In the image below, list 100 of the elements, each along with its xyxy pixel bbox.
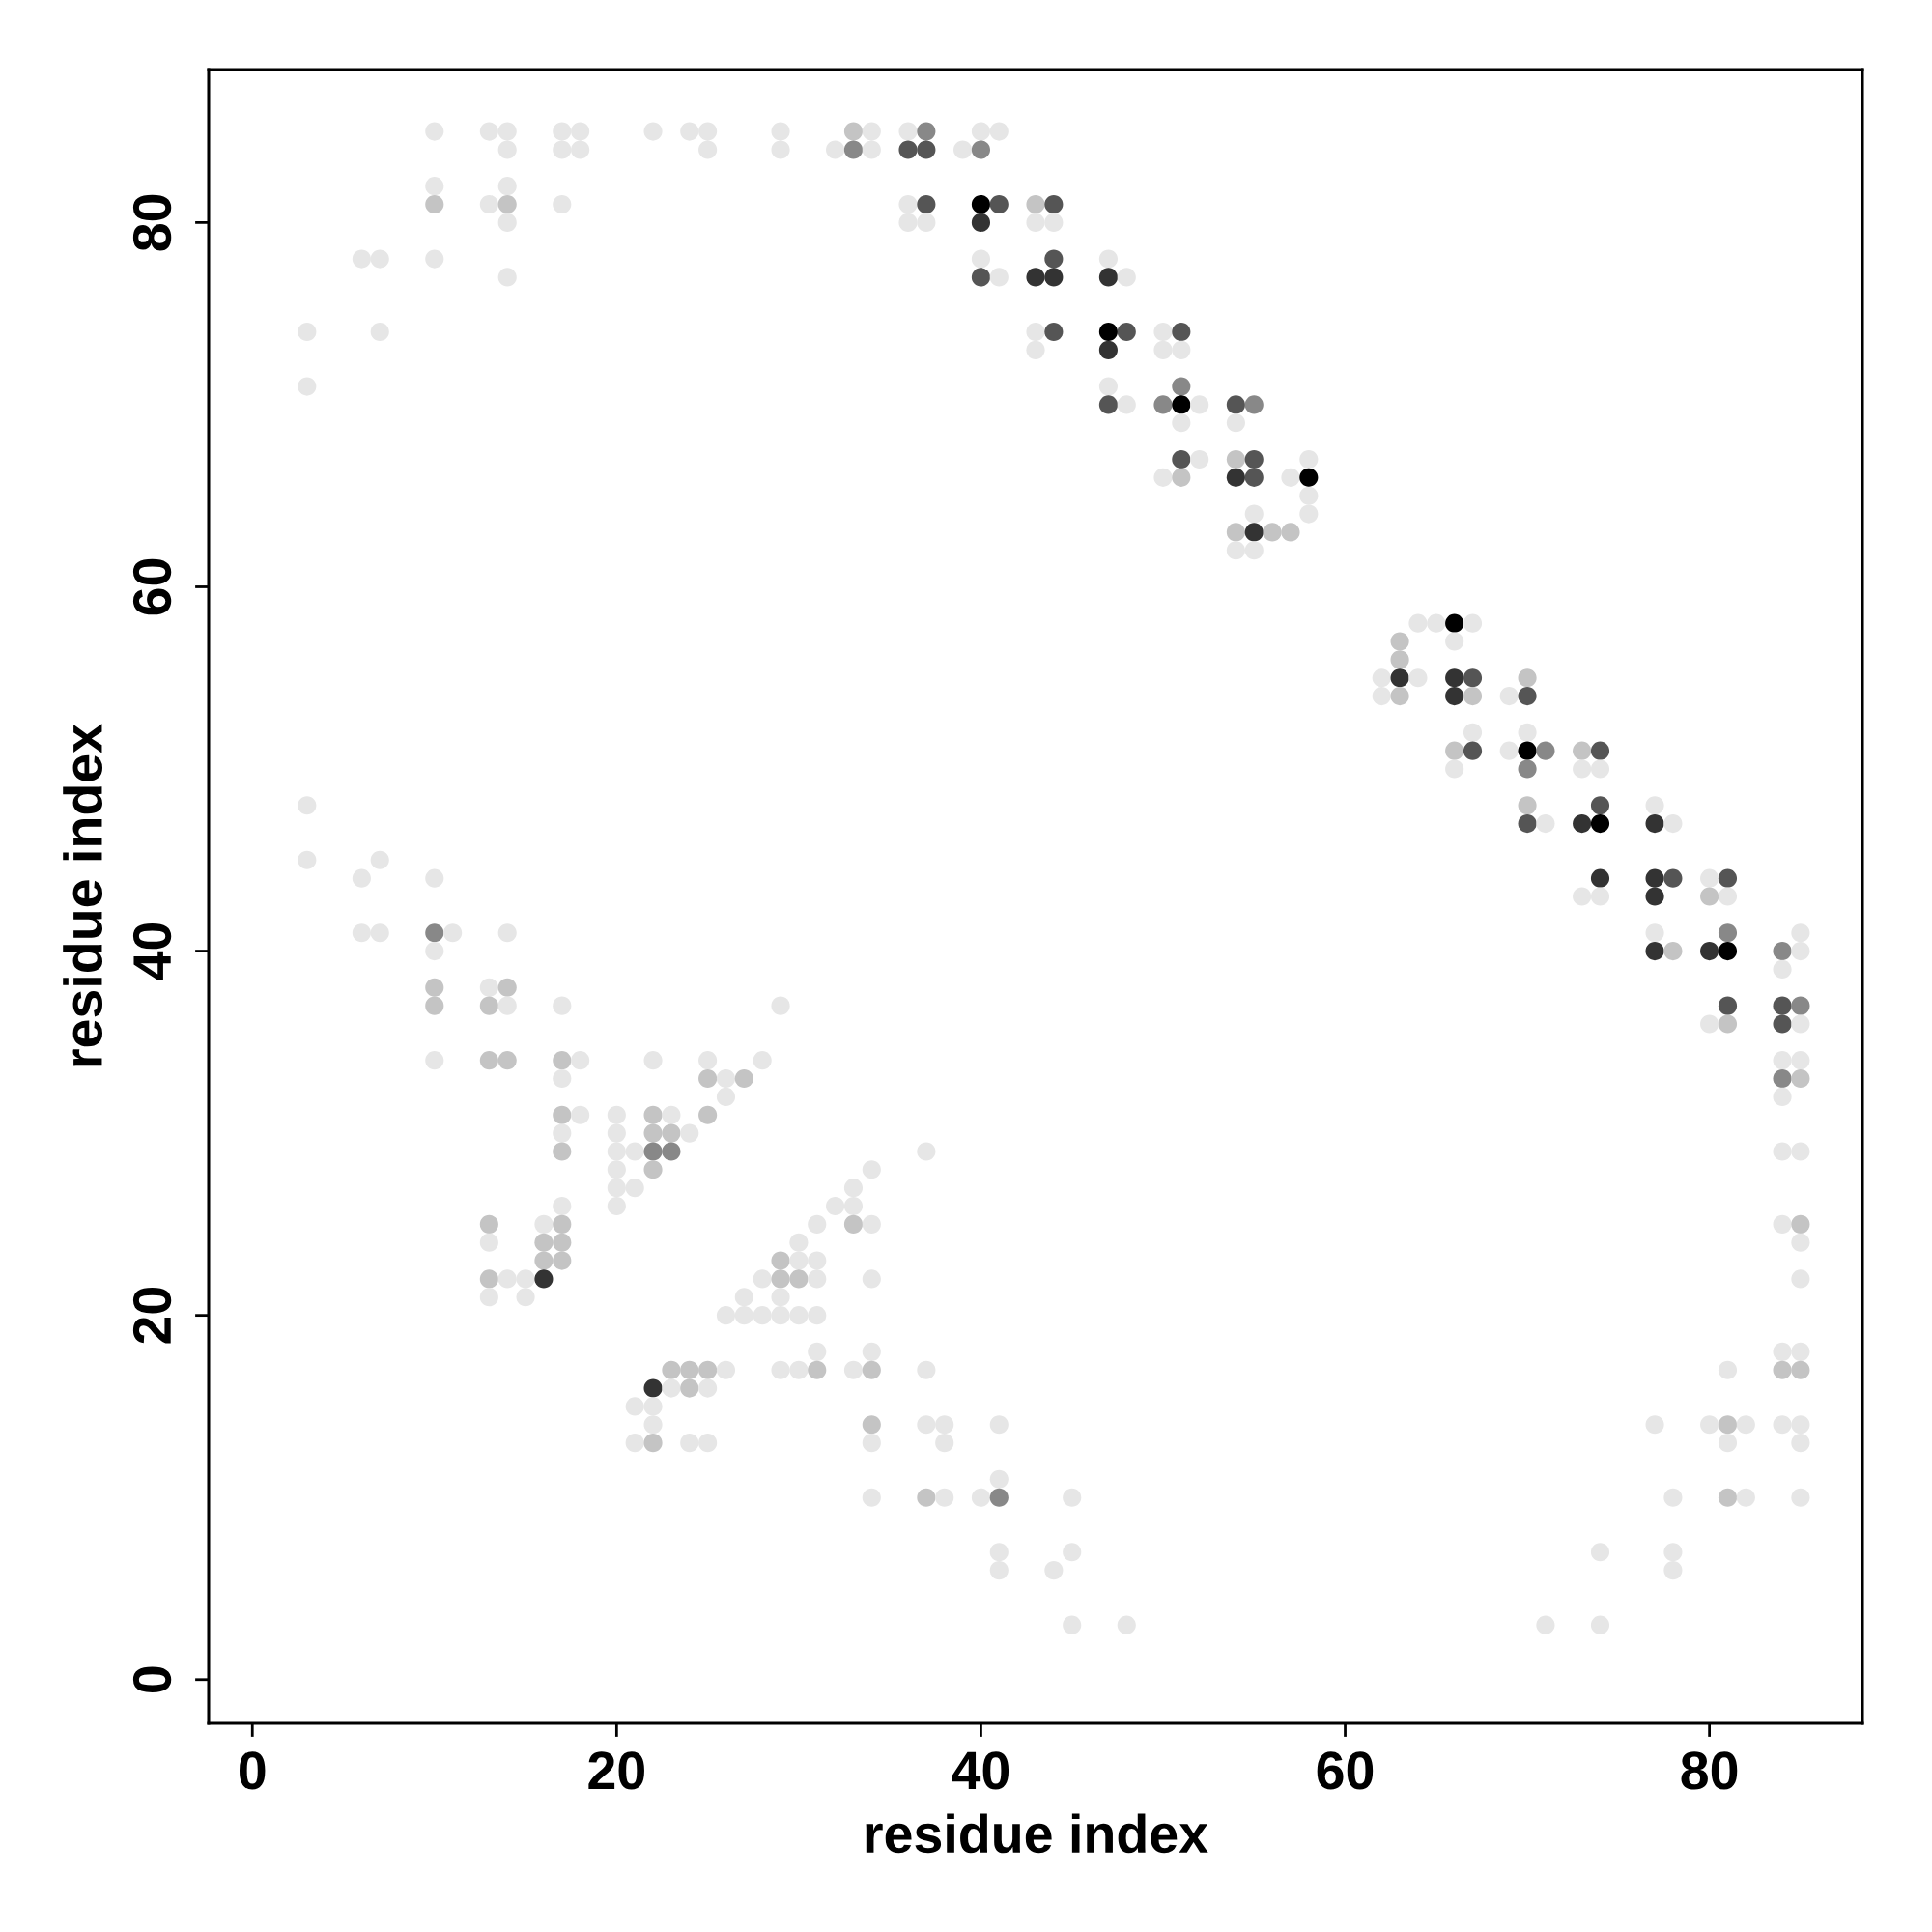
point bbox=[1226, 413, 1245, 433]
point bbox=[680, 122, 699, 141]
point bbox=[497, 177, 517, 196]
point bbox=[1172, 395, 1191, 414]
y-tick-label: 20 bbox=[132, 1288, 172, 1344]
point bbox=[935, 1434, 954, 1453]
point bbox=[826, 140, 845, 159]
point bbox=[479, 122, 498, 141]
point bbox=[497, 1269, 517, 1289]
point bbox=[1663, 1488, 1683, 1507]
point bbox=[625, 1397, 644, 1416]
point bbox=[1700, 1415, 1719, 1435]
point bbox=[553, 996, 572, 1015]
point bbox=[425, 177, 444, 196]
point bbox=[698, 1051, 718, 1070]
point bbox=[989, 1561, 1009, 1580]
point bbox=[1791, 1488, 1810, 1507]
point bbox=[497, 140, 517, 159]
y-tick-label: 40 bbox=[132, 923, 172, 980]
point bbox=[716, 1306, 736, 1325]
point bbox=[553, 1196, 572, 1216]
point bbox=[1518, 723, 1537, 742]
point bbox=[643, 122, 663, 141]
point bbox=[789, 1233, 809, 1252]
point bbox=[989, 1415, 1009, 1435]
point bbox=[1590, 1543, 1610, 1562]
point bbox=[862, 1434, 881, 1453]
point bbox=[1098, 322, 1118, 342]
point bbox=[826, 1196, 845, 1216]
point bbox=[497, 996, 517, 1015]
point bbox=[989, 122, 1009, 141]
point bbox=[571, 1051, 590, 1070]
point bbox=[971, 249, 991, 269]
point bbox=[971, 122, 991, 141]
point bbox=[753, 1269, 772, 1289]
point bbox=[607, 1123, 626, 1143]
point bbox=[1645, 923, 1664, 943]
point bbox=[753, 1306, 772, 1325]
point bbox=[1791, 923, 1810, 943]
point bbox=[1791, 1269, 1810, 1289]
point bbox=[789, 1306, 809, 1325]
point bbox=[1244, 541, 1264, 560]
point bbox=[607, 1142, 626, 1161]
point bbox=[1026, 322, 1045, 342]
point bbox=[497, 978, 517, 997]
point bbox=[680, 1434, 699, 1453]
point bbox=[1153, 322, 1173, 342]
y-tick-label: 0 bbox=[132, 1666, 172, 1692]
point bbox=[1791, 1014, 1810, 1034]
point bbox=[479, 1233, 498, 1252]
point bbox=[1791, 1233, 1810, 1252]
point bbox=[935, 1488, 954, 1507]
point bbox=[808, 1360, 827, 1379]
point bbox=[989, 1543, 1009, 1562]
point bbox=[1773, 1415, 1792, 1435]
point bbox=[843, 1196, 864, 1216]
point bbox=[1117, 1615, 1136, 1634]
point bbox=[698, 1360, 718, 1379]
point bbox=[716, 1087, 736, 1106]
point bbox=[553, 140, 572, 159]
point bbox=[479, 1288, 498, 1307]
point bbox=[1153, 340, 1173, 359]
point bbox=[1736, 1415, 1755, 1435]
point bbox=[1718, 941, 1738, 961]
point bbox=[734, 1288, 753, 1307]
point bbox=[1645, 1415, 1664, 1435]
point bbox=[425, 249, 444, 269]
point bbox=[1026, 213, 1045, 232]
point bbox=[497, 213, 517, 232]
point bbox=[1736, 1488, 1755, 1507]
point bbox=[1408, 613, 1428, 633]
point bbox=[917, 1142, 936, 1161]
point bbox=[1281, 523, 1300, 542]
point bbox=[571, 122, 590, 141]
point bbox=[571, 140, 590, 159]
point bbox=[698, 140, 718, 159]
point bbox=[516, 1288, 535, 1307]
point bbox=[1445, 759, 1464, 779]
point bbox=[1299, 486, 1319, 505]
point bbox=[1700, 868, 1719, 888]
point bbox=[370, 850, 389, 869]
y-tick-label: 60 bbox=[132, 558, 172, 615]
point bbox=[1773, 1087, 1792, 1106]
point bbox=[1791, 1415, 1810, 1435]
point bbox=[734, 1306, 753, 1325]
point bbox=[1518, 741, 1537, 760]
point bbox=[1700, 1014, 1719, 1034]
point bbox=[370, 249, 389, 269]
x-tick-label: 40 bbox=[952, 1751, 1009, 1790]
point bbox=[1791, 1068, 1810, 1089]
point bbox=[607, 1196, 626, 1216]
point bbox=[971, 1488, 991, 1507]
point bbox=[370, 923, 389, 943]
point bbox=[1226, 541, 1245, 560]
point bbox=[1718, 887, 1738, 906]
point bbox=[771, 996, 790, 1015]
point bbox=[898, 122, 918, 141]
point bbox=[1153, 395, 1173, 414]
point bbox=[1226, 523, 1245, 542]
point bbox=[808, 1269, 827, 1289]
